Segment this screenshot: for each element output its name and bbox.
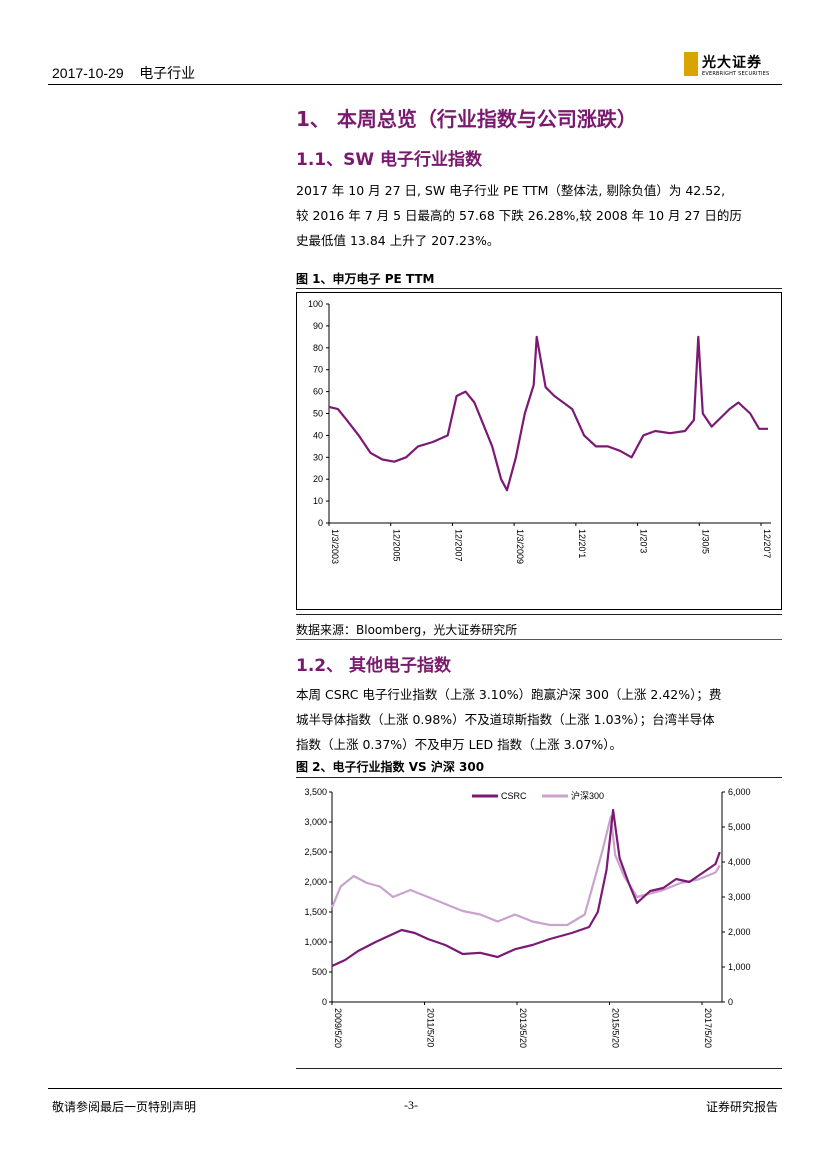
- left-y-tick-label: 1,000: [304, 937, 327, 947]
- x-tick-label: 12/20'1: [577, 529, 587, 558]
- y-tick-label: 30: [313, 452, 323, 462]
- paragraph-line: 2017 年 10 月 27 日, SW 电子行业 PE TTM（整体法, 剔除…: [296, 183, 726, 198]
- y-tick-label: 10: [313, 496, 323, 506]
- legend-label: CSRC: [501, 791, 527, 801]
- source-rule: [296, 639, 782, 640]
- right-y-tick-label: 0: [728, 997, 733, 1007]
- x-tick-label: 2013/5/20: [518, 1008, 528, 1048]
- x-tick-label: 2015/5/20: [611, 1008, 621, 1048]
- header-date-industry: 2017-10-29 电子行业: [52, 63, 195, 83]
- csrc-series-line: [331, 808, 721, 968]
- legend-label: 沪深300: [571, 790, 604, 801]
- section-1-title: 1、 本周总览（行业指数与公司涨跌）: [296, 107, 637, 131]
- y-tick-label: 70: [313, 365, 323, 375]
- hs300-series-line: [330, 815, 721, 927]
- y-tick-label: 0: [318, 518, 323, 528]
- left-y-tick-label: 2,000: [304, 877, 327, 887]
- y-tick-label: 80: [313, 343, 323, 353]
- y-tick-label: 20: [313, 474, 323, 484]
- x-tick-label: 2011/5/20: [426, 1008, 436, 1047]
- figure-2-top-rule: [296, 777, 782, 778]
- right-y-tick-label: 5,000: [728, 822, 751, 832]
- header-industry: 电子行业: [139, 65, 196, 81]
- right-y-tick-label: 3,000: [728, 892, 751, 902]
- y-tick-label: 100: [308, 299, 323, 309]
- footer-disclaimer: 敬请参阅最后一页特别声明: [52, 1100, 197, 1114]
- header-date: 2017-10-29: [52, 65, 124, 81]
- x-tick-label: 12/20'7: [762, 529, 772, 558]
- footer-report-type: 证券研究报告: [706, 1100, 779, 1114]
- y-tick-label: 90: [313, 321, 323, 331]
- left-y-tick-label: 1,500: [304, 907, 327, 917]
- pe-ttm-series-line: [328, 335, 768, 492]
- figure-2-bottom-rule: [296, 1068, 782, 1069]
- paragraph-line: 本周 CSRC 电子行业指数（上涨 3.10%）跑赢沪深 300（上涨 2.42…: [296, 687, 722, 702]
- left-y-tick-label: 500: [312, 967, 327, 977]
- x-tick-label: 12/2005: [392, 529, 402, 562]
- x-tick-label: 2017/5/20: [703, 1008, 713, 1048]
- y-tick-label: 40: [313, 430, 323, 440]
- left-y-tick-label: 2,500: [304, 847, 327, 857]
- logo-text-cn: 光大证券: [702, 55, 762, 71]
- figure-2-title: 图 2、电子行业指数 VS 沪深 300: [296, 760, 485, 774]
- logo-mark-icon: [684, 52, 698, 76]
- header-divider: [48, 84, 782, 85]
- footer-divider: [48, 1088, 782, 1089]
- logo-text-en: EVERBRIGHT SECURITIES: [702, 71, 770, 77]
- paragraph-line: 指数（上涨 0.37%）不及申万 LED 指数（上涨 3.07%）。: [296, 737, 623, 752]
- figure-1-chart: 0 10 20 30 40 50 60 70 80 90 100 1/3/2003 12/2005 12/…: [296, 292, 782, 610]
- x-tick-label: 1/30/5: [700, 529, 710, 554]
- x-tick-label: 12/2007: [453, 529, 463, 562]
- paragraph-line: 史最低值 13.84 上升了 207.23%。: [296, 233, 500, 248]
- figure-1-source: 数据来源：Bloomberg，光大证券研究所: [296, 623, 518, 637]
- right-y-tick-label: 2,000: [728, 927, 751, 937]
- paragraph-line: 城半导体指数（上涨 0.98%）不及道琼斯指数（上涨 1.03%）；台湾半导体: [296, 712, 715, 727]
- right-y-tick-label: 6,000: [728, 787, 751, 797]
- figure-1-title: 图 1、申万电子 PE TTM: [296, 272, 435, 286]
- right-y-tick-label: 4,000: [728, 857, 751, 867]
- left-y-tick-label: 0: [322, 997, 327, 1007]
- x-tick-label: 1/3/2003: [330, 529, 340, 564]
- y-tick-label: 50: [313, 409, 323, 419]
- company-logo: 光大证券 EVERBRIGHT SECURITIES: [684, 52, 782, 80]
- figure-1-top-rule: [296, 288, 782, 289]
- figure-1-bottom-rule: [296, 614, 782, 615]
- x-tick-label: 1/20'3: [639, 529, 649, 553]
- paragraph-line: 较 2016 年 7 月 5 日最高的 57.68 下跌 26.28%,较 20…: [296, 208, 742, 223]
- right-y-tick-label: 1,000: [728, 962, 751, 972]
- section-1-2-paragraph: 本周 CSRC 电子行业指数（上涨 3.10%）跑赢沪深 300（上涨 2.42…: [296, 682, 780, 757]
- left-y-tick-label: 3,500: [304, 787, 327, 797]
- x-tick-label: 1/3/2009: [515, 529, 525, 564]
- section-1-2-title: 1.2、 其他电子指数: [296, 656, 452, 676]
- section-1-1-title: 1.1、SW 电子行业指数: [296, 150, 483, 170]
- figure-2-chart: 0 500 1,000 1,500 2,000 2,500 3,000 3,500 0 1,000…: [304, 787, 751, 1048]
- x-tick-label: 2009/5/20: [333, 1008, 343, 1048]
- left-y-tick-label: 3,000: [304, 817, 327, 827]
- section-1-1-paragraph: 2017 年 10 月 27 日, SW 电子行业 PE TTM（整体法, 剔除…: [296, 178, 780, 253]
- figure-1-frame: [296, 292, 782, 610]
- page-number: -3-: [404, 1098, 418, 1112]
- y-tick-label: 60: [313, 387, 323, 397]
